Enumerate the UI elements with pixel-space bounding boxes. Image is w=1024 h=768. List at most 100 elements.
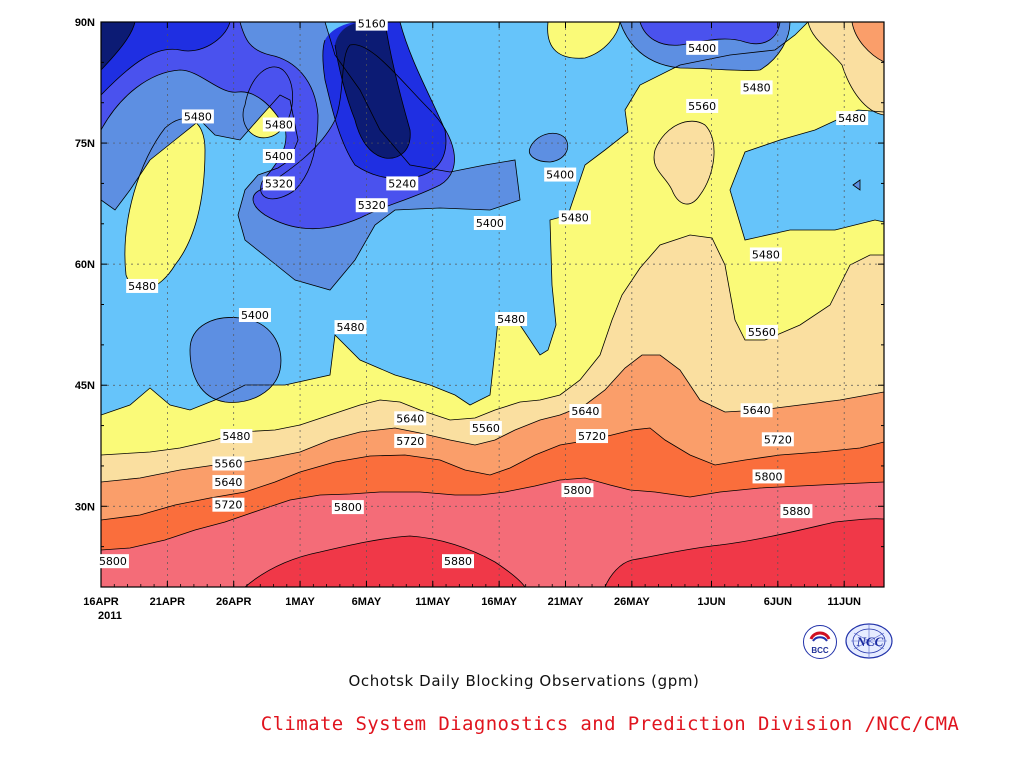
contour-label-text: 5480 [128, 280, 156, 293]
contour-label-text: 5800 [99, 555, 127, 568]
contour-label-text: 5560 [688, 100, 716, 113]
contour-label-text: 5640 [571, 405, 599, 418]
contour-lines [101, 22, 884, 587]
band-5160-5240 [101, 22, 230, 95]
contour-label-box [394, 433, 427, 448]
contour-label-box [569, 404, 602, 419]
band-5560-5640-mid [653, 121, 715, 205]
contour-label-text: 5560 [748, 326, 776, 339]
contour-label-box [473, 215, 506, 230]
contour-label-text: 5480 [222, 430, 250, 443]
contour-label-box [355, 16, 388, 31]
contour-label: 5480 [126, 278, 159, 293]
band-above-5880-south [245, 536, 525, 587]
contour-label-text: 5720 [578, 430, 606, 443]
contour-label-text: 5480 [743, 81, 771, 94]
contour-label-box [745, 324, 778, 339]
x-tick-label: 1JUN [697, 596, 725, 608]
contour-label: 5720 [394, 433, 427, 448]
contour-label-text: 5880 [444, 555, 472, 568]
contour-label: 5800 [331, 500, 364, 515]
y-tick-label: 60N [75, 259, 95, 271]
contour-label-text: 5720 [396, 435, 424, 448]
contour-label-box [96, 554, 129, 569]
contour-label-box [181, 109, 214, 124]
contour-label-text: 5560 [214, 458, 242, 471]
contour-label-box [561, 483, 594, 498]
contour-label-box [212, 497, 245, 512]
contour-label-text: 5800 [334, 501, 362, 514]
contour-label: 5400 [686, 40, 719, 55]
x-tick-label: 6JUN [764, 596, 792, 608]
band-5480-5560-blob-west [124, 118, 205, 290]
contour-label: 5720 [212, 497, 245, 512]
contour-label: 5800 [96, 554, 129, 569]
chart-footer: Climate System Diagnostics and Predictio… [260, 713, 960, 735]
contour-label: 5400 [473, 215, 506, 230]
contour-label: 5480 [749, 247, 782, 262]
x-tick-label: 11MAY [415, 596, 451, 608]
contour-label: 5480 [262, 117, 295, 132]
contour-label-box [836, 111, 869, 126]
contour-label-text: 5480 [265, 119, 293, 132]
contour-label-box [262, 117, 295, 132]
contour-label-text: 5160 [358, 18, 386, 31]
contour-label-text: 5400 [241, 309, 269, 322]
x-tick-label: 16APR [83, 596, 119, 608]
contour-label-text: 5240 [388, 177, 416, 190]
contour-label: 5560 [686, 98, 719, 113]
contour-label-text: 5800 [563, 484, 591, 497]
contour-label: 5480 [836, 111, 869, 126]
contour-label-box [780, 504, 813, 519]
contour-label: 5480 [220, 429, 253, 444]
x-tick-label: 1MAY [285, 596, 315, 608]
contour-label: 5880 [441, 554, 474, 569]
contour-label-text: 5640 [743, 404, 771, 417]
contour-label-text: 5480 [184, 110, 212, 123]
contour-label-box [212, 456, 245, 471]
contour-label-box [331, 500, 364, 515]
contour-label-box [212, 475, 245, 490]
contour-label: 5640 [394, 411, 427, 426]
contour-label-box [686, 40, 719, 55]
contour-label-box [262, 148, 295, 163]
contour-label: 5560 [745, 324, 778, 339]
contour-label-box [386, 176, 419, 191]
contour-label: 5720 [576, 429, 609, 444]
contour-label-text: 5720 [214, 499, 242, 512]
contour-label: 5480 [334, 320, 367, 335]
grid-lines [100, 22, 884, 587]
band-below-5160-core [335, 22, 411, 159]
band-5320-5400-mid [529, 133, 568, 162]
ncc-logo-icon: NCC [845, 623, 893, 659]
contour-label: 5400 [262, 148, 295, 163]
contour-label: 5640 [212, 475, 245, 490]
contour-label-box [544, 167, 577, 182]
bcc-logo-icon: BCC [803, 625, 837, 659]
contour-label-box [752, 469, 785, 484]
contour-label: 5720 [761, 432, 794, 447]
band-5240-5320-top [640, 22, 780, 46]
bcc-logo-text: BCC [811, 646, 829, 655]
contour-label-text: 5800 [755, 470, 783, 483]
band-5320-5400-blob [190, 317, 281, 403]
contour-label: 5560 [212, 456, 245, 471]
contour-label-text: 5400 [476, 217, 504, 230]
x-tick-label: 26MAY [614, 596, 650, 608]
contour-label: 5480 [740, 80, 773, 95]
contour-label: 5480 [181, 109, 214, 124]
y-tick-label: 75N [75, 138, 95, 150]
x-tick-label: 21APR [150, 596, 186, 608]
chart-title: Ochotsk Daily Blocking Observations (gpm… [348, 672, 700, 690]
contour-label-text: 5880 [782, 505, 810, 518]
contour-label-text: 5640 [396, 412, 424, 425]
contour-label: 5480 [495, 312, 528, 327]
contour-label: 5480 [558, 210, 591, 225]
contour-label: 5800 [561, 483, 594, 498]
y-tick-label: 30N [75, 501, 95, 513]
contour-label-box [495, 312, 528, 327]
contour-label-text: 5480 [497, 313, 525, 326]
band-above-5880-east [605, 518, 884, 587]
contour-label: 5400 [544, 167, 577, 182]
contour-label: 5240 [386, 176, 419, 191]
